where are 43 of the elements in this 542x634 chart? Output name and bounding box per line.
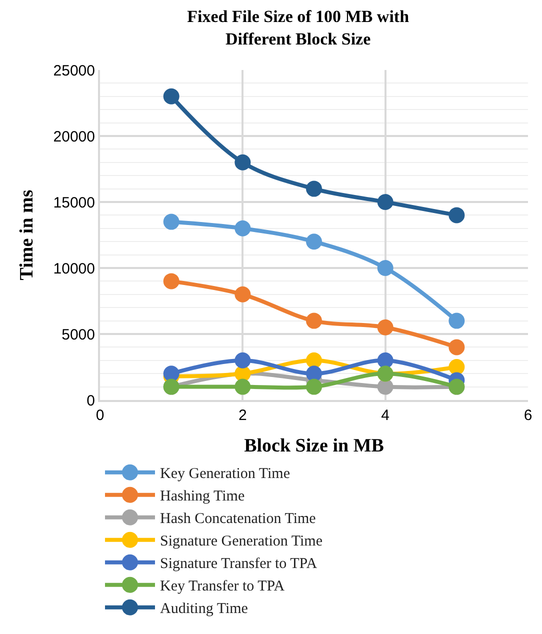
chart-title: Fixed File Size of 100 MB with Different Block Size — [187, 7, 410, 48]
point — [377, 194, 394, 210]
point — [163, 273, 180, 290]
y-tick-label: 25000 — [53, 62, 95, 80]
point — [377, 378, 394, 395]
point — [306, 352, 322, 368]
point — [306, 180, 322, 197]
legend-label: Hash Concatenation Time — [160, 511, 316, 528]
legend-label: Key Generation Time — [160, 466, 290, 482]
point — [234, 154, 251, 170]
legend-label: Signature Generation Time — [160, 534, 323, 550]
x-axis-title: Block Size in MB — [244, 435, 384, 456]
y-tick-label: 5000 — [62, 326, 95, 344]
point — [306, 234, 322, 250]
point — [306, 312, 322, 329]
legend-label: Auditing Time — [160, 601, 248, 618]
y-tick-label: 10000 — [53, 260, 95, 278]
y-tick-label: 15000 — [53, 194, 95, 212]
point — [377, 352, 394, 368]
x-tick-label: 2 — [238, 407, 247, 424]
x-tick-label: 6 — [524, 407, 532, 424]
y-tick-label: 20000 — [53, 128, 95, 146]
legend-label: Hashing Time — [160, 488, 245, 505]
point — [234, 220, 251, 236]
point — [448, 339, 465, 356]
y-axis-title: Time in ms — [16, 190, 38, 280]
point — [306, 366, 322, 382]
legend-label: Signature Transfer to TPA — [160, 556, 318, 572]
point — [306, 378, 322, 395]
point — [234, 286, 251, 302]
point — [448, 312, 465, 329]
point — [377, 319, 394, 336]
point — [448, 207, 465, 224]
point — [377, 260, 394, 276]
point — [234, 378, 251, 395]
legend-label: Key Transfer to TPA — [160, 578, 285, 595]
point — [234, 352, 251, 368]
y-tick-label: 0 — [86, 392, 95, 410]
point — [163, 214, 180, 230]
x-tick-label: 4 — [381, 407, 390, 424]
point — [163, 88, 180, 104]
point — [163, 366, 180, 382]
point — [448, 359, 465, 375]
